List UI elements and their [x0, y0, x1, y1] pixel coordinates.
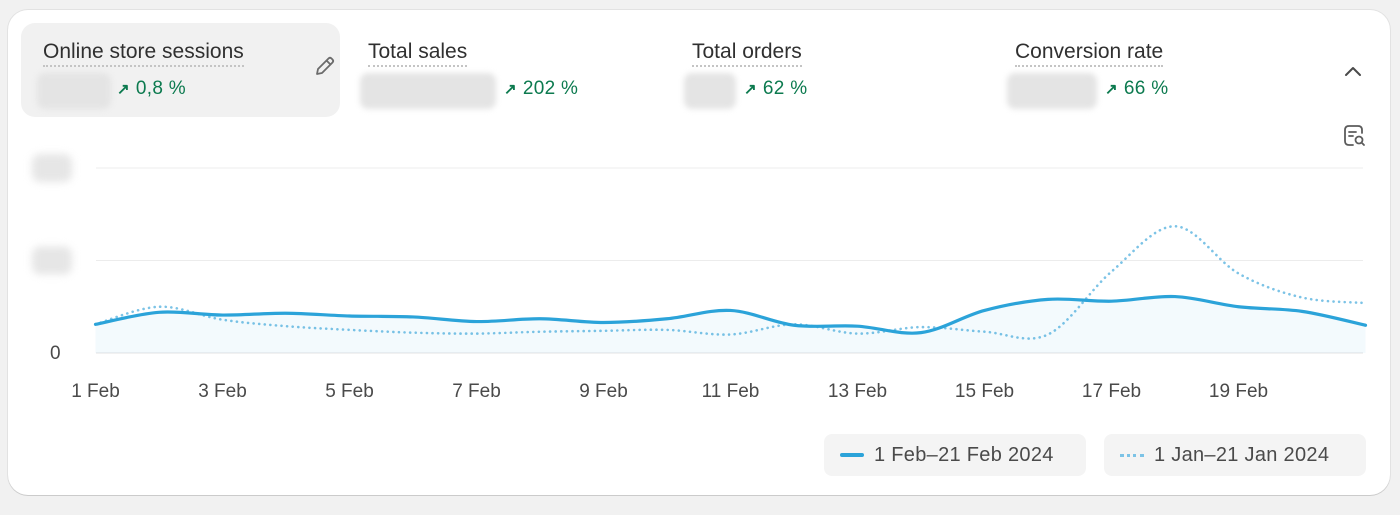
x-tick-label: 3 Feb — [198, 381, 247, 402]
series-layer — [93, 224, 1368, 353]
pencil-icon[interactable] — [313, 54, 337, 78]
x-tick-label: 17 Feb — [1082, 381, 1141, 402]
metric-value-obscured — [37, 73, 111, 109]
metric-change: ↗ 202 % — [504, 78, 579, 99]
line-chart: 0 1 Feb 3 Feb 5 Feb 7 Feb 9 Feb 11 Feb 13 Feb 1… — [32, 154, 1368, 402]
x-tick-label: 9 Feb — [579, 381, 628, 402]
x-tick-label: 1 Feb — [71, 381, 120, 402]
x-tick-label: 11 Feb — [702, 381, 760, 402]
chart-gridlines — [96, 167, 1363, 354]
y-tick-label-obscured — [32, 154, 72, 182]
arrow-up-right-icon: ↗ — [744, 81, 757, 98]
metric-label: Total orders — [692, 40, 802, 67]
legend-label: 1 Jan–21 Jan 2024 — [1154, 443, 1330, 466]
metric-label: Total sales — [368, 40, 468, 67]
metric-value-obscured — [1007, 73, 1097, 109]
dotted-line-swatch-icon — [1120, 453, 1144, 457]
metric-label: Online store sessions — [43, 40, 244, 67]
solid-line-swatch-icon — [840, 453, 864, 457]
chevron-up-icon[interactable] — [1341, 60, 1365, 84]
metric-change: ↗ 66 % — [1105, 78, 1169, 99]
x-tick-label: 15 Feb — [955, 381, 1014, 402]
series-line-current — [93, 294, 1368, 335]
chart-zoom-icon[interactable] — [1341, 123, 1367, 149]
metric-total-orders[interactable]: Total orders ↗ 62 % — [672, 23, 992, 117]
metric-change: ↗ 62 % — [744, 78, 808, 99]
legend-item-current-period[interactable]: 1 Feb–21 Feb 2024 — [824, 434, 1086, 476]
y-axis: 0 — [32, 154, 72, 364]
metric-change: ↗ 0,8 % — [117, 78, 186, 99]
arrow-up-right-icon: ↗ — [1105, 81, 1118, 98]
arrow-up-right-icon: ↗ — [504, 81, 517, 98]
y-tick-label: 0 — [50, 343, 61, 364]
sales-overview-card: Online store sessions ↗ 0,8 % Total sales… — [8, 10, 1390, 495]
metric-label: Conversion rate — [1015, 40, 1164, 67]
x-axis: 1 Feb 3 Feb 5 Feb 7 Feb 9 Feb 11 Feb 13 Feb 15 … — [71, 381, 1268, 402]
metric-value-obscured — [684, 73, 736, 109]
metric-online-store-sessions[interactable]: Online store sessions ↗ 0,8 % — [21, 23, 340, 117]
x-tick-label: 5 Feb — [325, 381, 374, 402]
series-line-previous — [94, 224, 1367, 340]
series-area-current — [95, 296, 1366, 353]
arrow-up-right-icon: ↗ — [117, 81, 130, 98]
metric-conversion-rate[interactable]: Conversion rate ↗ 66 % — [995, 23, 1315, 117]
metric-value-obscured — [360, 73, 496, 109]
x-tick-label: 7 Feb — [452, 381, 501, 402]
metric-total-sales[interactable]: Total sales ↗ 202 % — [348, 23, 668, 117]
legend-label: 1 Feb–21 Feb 2024 — [874, 443, 1054, 466]
y-tick-label-obscured — [32, 246, 72, 275]
x-tick-label: 19 Feb — [1209, 381, 1268, 402]
legend-item-previous-period[interactable]: 1 Jan–21 Jan 2024 — [1104, 434, 1366, 476]
x-tick-label: 13 Feb — [828, 381, 887, 402]
